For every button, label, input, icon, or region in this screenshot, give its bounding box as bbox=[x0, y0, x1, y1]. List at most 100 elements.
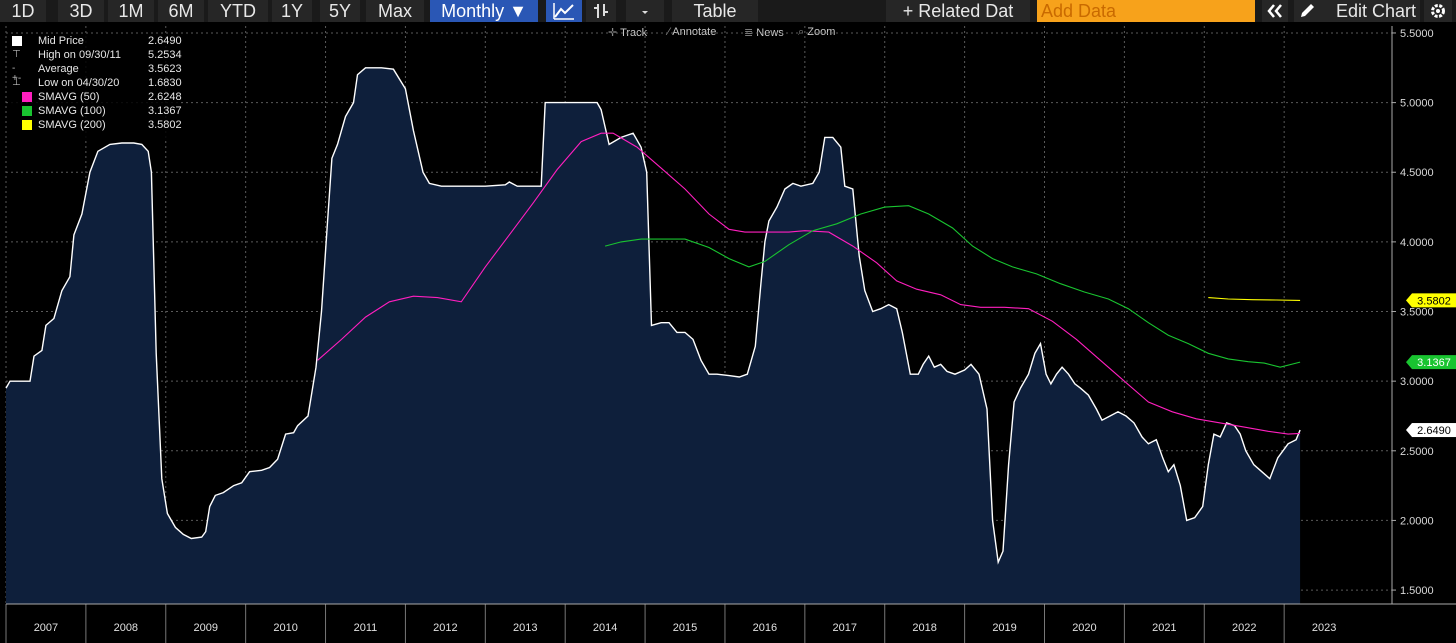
x-tick-label: 2013 bbox=[513, 622, 537, 634]
zoom-label: Zoom bbox=[807, 26, 836, 38]
legend-label: SMAVG (50) bbox=[38, 91, 100, 103]
range-ytd-button[interactable]: YTD bbox=[208, 0, 268, 22]
edit-chart-label: Edit Chart bbox=[1335, 1, 1416, 21]
x-tick-label: 2015 bbox=[673, 622, 697, 634]
add-data-input[interactable]: Add Data bbox=[1037, 0, 1255, 22]
legend-row-smavg-50[interactable]: SMAVG (50) 2.6248 bbox=[8, 90, 182, 104]
value-tag-pointer bbox=[1406, 355, 1412, 370]
value-tag bbox=[1412, 293, 1456, 308]
news-label: News bbox=[756, 27, 784, 39]
y-tick-label: 4.0000 bbox=[1400, 237, 1434, 249]
series-line-smavg-200 bbox=[1208, 297, 1301, 301]
x-tick-label: 2021 bbox=[1152, 622, 1176, 634]
line-chart-icon bbox=[553, 3, 574, 20]
y-tick-label: 3.0000 bbox=[1400, 376, 1434, 388]
x-tick-label: 2022 bbox=[1232, 622, 1256, 634]
legend-value: 3.5623 bbox=[148, 63, 182, 75]
line-chart-type-button[interactable] bbox=[546, 0, 582, 22]
legend-value: 3.5802 bbox=[148, 119, 182, 131]
x-tick-label: 2016 bbox=[753, 622, 777, 634]
x-tick-label: 2014 bbox=[593, 622, 617, 634]
y-tick-label: 3.5000 bbox=[1400, 307, 1434, 319]
x-tick-label: 2010 bbox=[273, 622, 297, 634]
legend-value: 3.1367 bbox=[148, 105, 182, 117]
legend-label: Mid Price bbox=[38, 35, 84, 47]
gear-icon bbox=[1431, 4, 1445, 18]
track-label: Track bbox=[620, 27, 648, 39]
range-1d-button[interactable]: 1D bbox=[0, 0, 46, 22]
y-tick-label: 4.5000 bbox=[1400, 167, 1434, 179]
chart-series bbox=[5, 67, 1301, 605]
bar-chart-type-button[interactable] bbox=[586, 0, 616, 22]
annotate-label: Annotate bbox=[672, 26, 717, 38]
legend-row-high[interactable]: ⊤ High on 09/30/11 5.2534 bbox=[8, 48, 182, 62]
chart-toolbar: 1D 3D 1M 6M YTD 1Y 5Y Max Monthly ▼ Tabl… bbox=[0, 0, 1456, 22]
legend-label: Low on 04/30/20 bbox=[38, 77, 120, 89]
low-marker-icon: ⊥ bbox=[12, 77, 21, 88]
pencil-icon bbox=[1301, 4, 1314, 17]
legend-row-mid-price[interactable]: Mid Price 2.6490 bbox=[8, 34, 182, 48]
legend-row-smavg-100[interactable]: SMAVG (100) 3.1367 bbox=[8, 104, 182, 118]
legend-row-average[interactable]: -+- Average 3.5623 bbox=[8, 62, 182, 84]
legend-row-low[interactable]: ⊥ Low on 04/30/20 1.6830 bbox=[8, 76, 182, 90]
range-1y-button[interactable]: 1Y bbox=[272, 0, 312, 22]
legend-value: 2.6490 bbox=[148, 35, 182, 47]
table-button[interactable]: Table bbox=[672, 0, 758, 22]
y-tick-label: 2.0000 bbox=[1400, 515, 1434, 527]
news-tool[interactable]: ≣ News bbox=[744, 26, 784, 39]
news-icon: ≣ bbox=[744, 27, 754, 39]
collapse-toolbar-button[interactable] bbox=[1262, 0, 1288, 22]
y-tick-label: 5.0000 bbox=[1400, 98, 1434, 110]
value-tag-label: 3.5802 bbox=[1417, 295, 1451, 307]
x-tick-label: 2009 bbox=[193, 622, 217, 634]
average-marker-icon: -+- bbox=[12, 63, 22, 84]
high-marker-icon: ⊤ bbox=[12, 49, 21, 60]
value-tag-pointer bbox=[1406, 423, 1412, 438]
legend-row-smavg-200[interactable]: SMAVG (200) 3.5802 bbox=[8, 118, 182, 132]
legend-label: SMAVG (100) bbox=[38, 105, 106, 117]
zoom-tool[interactable]: ⌕ Zoom bbox=[798, 26, 835, 39]
ohlc-bar-icon bbox=[594, 4, 608, 18]
series-line-smavg-50 bbox=[317, 132, 1301, 435]
x-tick-label: 2019 bbox=[992, 622, 1016, 634]
x-tick-label: 2017 bbox=[833, 622, 857, 634]
annotate-tool[interactable]: ⁄ Annotate bbox=[668, 26, 716, 38]
y-tick-label: 2.5000 bbox=[1400, 446, 1434, 458]
legend-value: 2.6248 bbox=[148, 91, 182, 103]
pen-line-icon: ⁄ bbox=[668, 26, 670, 38]
caret-down-icon bbox=[642, 11, 648, 14]
series-line-smavg-100 bbox=[604, 205, 1301, 368]
x-tick-label: 2023 bbox=[1312, 622, 1336, 634]
magnifier-icon: ⌕ bbox=[798, 26, 805, 38]
double-chevron-left-icon bbox=[1267, 4, 1282, 18]
range-5y-button[interactable]: 5Y bbox=[320, 0, 360, 22]
related-data-button[interactable]: + Related Dat bbox=[886, 0, 1030, 22]
y-tick-label: 1.5000 bbox=[1400, 585, 1434, 597]
value-tag-label: 3.1367 bbox=[1417, 357, 1451, 369]
frequency-dropdown[interactable]: Monthly ▼ bbox=[430, 0, 538, 22]
legend-swatch bbox=[22, 106, 32, 116]
chart-type-dropdown[interactable] bbox=[626, 0, 664, 22]
edit-chart-button[interactable]: Edit Chart bbox=[1294, 0, 1420, 22]
x-tick-label: 2020 bbox=[1072, 622, 1096, 634]
range-6m-button[interactable]: 6M bbox=[158, 0, 204, 22]
x-tick-label: 2008 bbox=[114, 622, 138, 634]
chart-legend: Mid Price 2.6490 ⊤ High on 09/30/11 5.25… bbox=[8, 34, 182, 140]
value-tag-pointer bbox=[1406, 293, 1412, 308]
x-tick-label: 2018 bbox=[912, 622, 936, 634]
range-3d-button[interactable]: 3D bbox=[58, 0, 104, 22]
value-tag-label: 2.6490 bbox=[1417, 425, 1451, 437]
settings-button[interactable] bbox=[1424, 0, 1452, 22]
legend-value: 5.2534 bbox=[148, 49, 182, 61]
legend-label: High on 09/30/11 bbox=[38, 49, 121, 61]
x-tick-label: 2012 bbox=[433, 622, 457, 634]
legend-value: 1.6830 bbox=[148, 77, 182, 89]
range-max-button[interactable]: Max bbox=[366, 0, 424, 22]
y-tick-label: 5.5000 bbox=[1400, 28, 1434, 40]
series-line-mid-price bbox=[5, 67, 1301, 565]
value-tag bbox=[1412, 355, 1456, 370]
range-1m-button[interactable]: 1M bbox=[108, 0, 154, 22]
legend-swatch bbox=[22, 92, 32, 102]
legend-swatch bbox=[12, 36, 22, 46]
